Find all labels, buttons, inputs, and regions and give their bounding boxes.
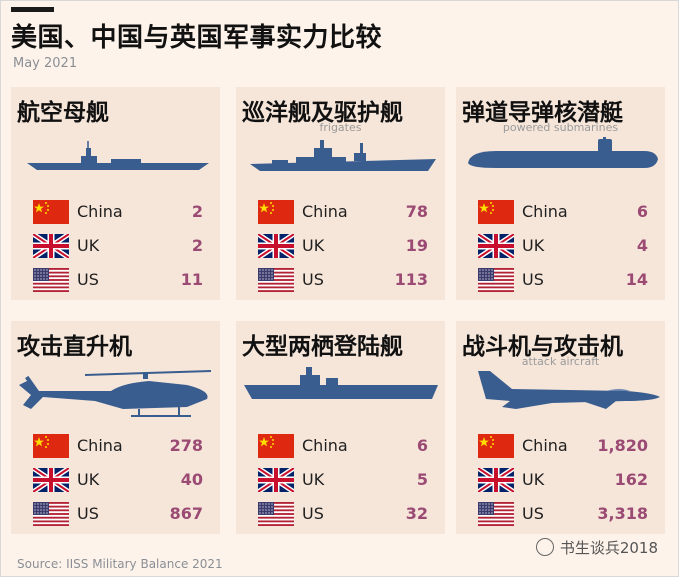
panel-subtitle: powered submarines [502, 121, 619, 134]
data-row-us: US 3,318 [478, 502, 660, 526]
panel-helicopter: 攻击直升机 China 278 UK 40 US 867 [11, 321, 220, 534]
country-label: US [302, 270, 324, 289]
count-value: 162 [614, 470, 648, 489]
count-value: 2 [191, 202, 203, 221]
country-label: US [77, 504, 99, 523]
count-value: 3,318 [597, 504, 648, 523]
source-note: Source: IISS Military Balance 2021 [17, 557, 223, 571]
panel-submarine: 弹道导弹核潜艇 powered submarines China 6 UK 4 US 14 [456, 87, 665, 300]
data-row-china: China 6 [478, 200, 660, 224]
country-label: UK [77, 470, 100, 489]
header-accent-bar [11, 7, 54, 12]
panel-title: 巡洋舰及驱护舰 [242, 100, 403, 126]
data-row-china: China 78 [258, 200, 440, 224]
count-value: 6 [416, 436, 428, 455]
carrier-icon [11, 137, 220, 191]
count-value: 1,820 [597, 436, 648, 455]
count-value: 78 [405, 202, 428, 221]
country-label: China [522, 202, 568, 221]
country-label: UK [77, 236, 100, 255]
count-value: 4 [636, 236, 648, 255]
panel-title: 航空母舰 [17, 100, 109, 126]
panel-carrier: 航空母舰 China 2 UK 2 US 11 [11, 87, 220, 300]
data-row-uk: UK 5 [258, 468, 440, 492]
country-label: UK [522, 470, 545, 489]
count-value: 113 [394, 270, 428, 289]
count-value: 278 [169, 436, 203, 455]
data-row-us: US 32 [258, 502, 440, 526]
data-row-uk: UK 2 [33, 234, 215, 258]
country-label: China [77, 202, 123, 221]
submarine-icon [456, 133, 665, 191]
country-label: China [77, 436, 123, 455]
count-value: 6 [636, 202, 648, 221]
panel-title: 弹道导弹核潜艇 [462, 100, 623, 126]
page-title: 美国、中国与英国军事实力比较 [11, 23, 383, 53]
data-row-china: China 6 [258, 434, 440, 458]
destroyer-icon [236, 137, 445, 191]
country-label: US [522, 504, 544, 523]
amphibious-ship-icon [236, 361, 445, 415]
panel-amphibious: 大型两栖登陆舰 China 6 UK 5 US 32 [236, 321, 445, 534]
count-value: 40 [180, 470, 203, 489]
data-row-uk: UK 40 [33, 468, 215, 492]
country-label: China [522, 436, 568, 455]
country-label: US [522, 270, 544, 289]
panel-destroyer: 巡洋舰及驱护舰 frigates China 78 UK 19 US 113 [236, 87, 445, 300]
data-row-china: China 278 [33, 434, 215, 458]
country-label: China [302, 436, 348, 455]
panel-title: 战斗机与攻击机 [462, 334, 623, 360]
country-label: China [302, 202, 348, 221]
panel-fighter: 战斗机与攻击机 attack aircraft China 1,820 UK 162 US 3… [456, 321, 665, 534]
count-value: 867 [169, 504, 203, 523]
publication-date: May 2021 [13, 56, 78, 71]
country-label: US [302, 504, 324, 523]
chat-bubble-icon [535, 538, 554, 556]
country-label: UK [522, 236, 545, 255]
count-value: 19 [405, 236, 428, 255]
count-value: 14 [625, 270, 648, 289]
data-row-uk: UK 19 [258, 234, 440, 258]
watermark: 书生谈兵2018 [535, 537, 658, 558]
panel-title: 大型两栖登陆舰 [242, 334, 403, 360]
count-value: 5 [416, 470, 428, 489]
country-label: US [77, 270, 99, 289]
data-row-china: China 2 [33, 200, 215, 224]
country-label: UK [302, 236, 325, 255]
data-row-us: US 14 [478, 268, 660, 292]
data-row-uk: UK 162 [478, 468, 660, 492]
watermark-text: 书生谈兵2018 [559, 539, 658, 557]
data-row-china: China 1,820 [478, 434, 660, 458]
helicopter-icon [11, 361, 220, 435]
count-value: 2 [191, 236, 203, 255]
data-row-us: US 11 [33, 268, 215, 292]
fighter-jet-icon [456, 361, 665, 425]
data-row-us: US 113 [258, 268, 440, 292]
panel-subtitle: attack aircraft [521, 355, 600, 368]
count-value: 32 [405, 504, 428, 523]
panel-subtitle: frigates [319, 121, 362, 134]
data-row-us: US 867 [33, 502, 215, 526]
panel-title: 攻击直升机 [17, 334, 132, 360]
country-label: UK [302, 470, 325, 489]
data-row-uk: UK 4 [478, 234, 660, 258]
count-value: 11 [180, 270, 203, 289]
